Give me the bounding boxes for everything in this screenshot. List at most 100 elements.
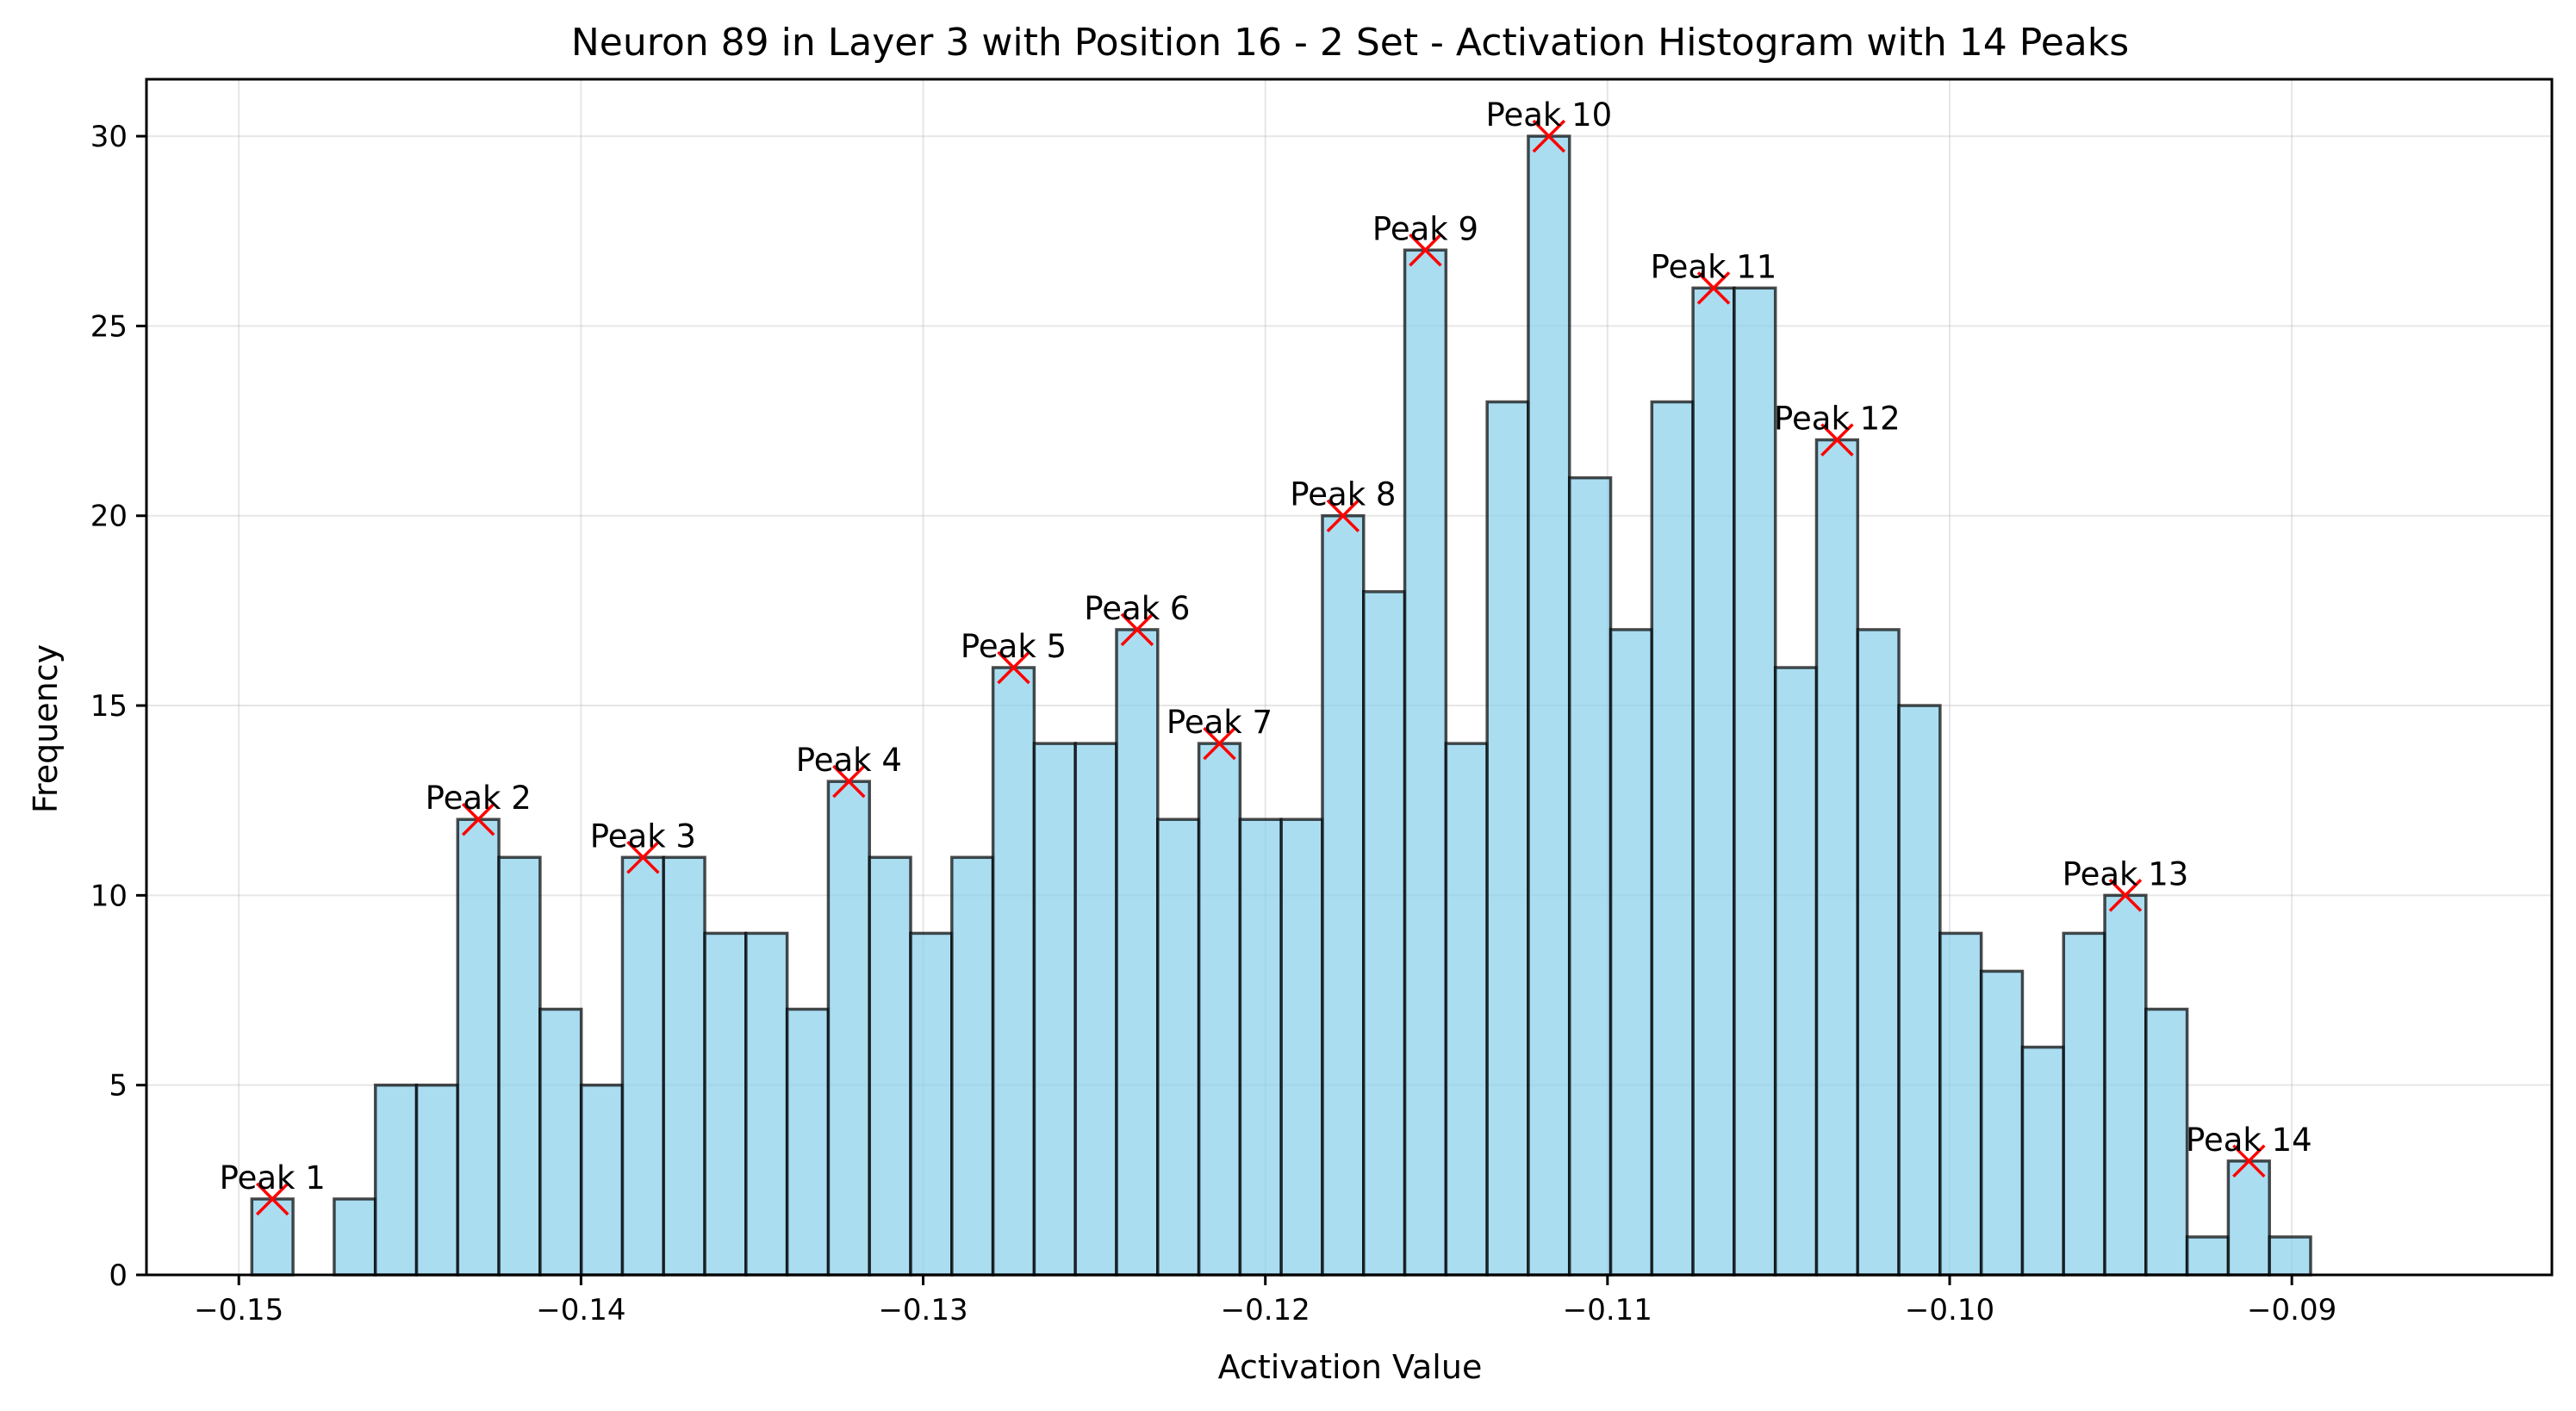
histogram-bar (1773, 666, 1819, 1277)
histogram-bar (373, 1083, 419, 1277)
histogram-bar (2144, 1007, 2189, 1277)
y-tick-label: 15 (90, 689, 128, 724)
histogram-bar (1608, 628, 1654, 1277)
histogram-bar (785, 1007, 831, 1277)
peak-marker (626, 841, 660, 874)
histogram-bar (1856, 628, 1901, 1277)
peak-label: Peak 11 (1651, 248, 1777, 285)
histogram-bar (1733, 286, 1777, 1277)
peak-label: Peak 7 (1167, 704, 1272, 741)
histogram-bar (703, 931, 748, 1277)
histogram-bar (250, 1197, 295, 1277)
y-tick-label: 5 (109, 1069, 128, 1103)
peak-marker (832, 764, 866, 799)
histogram-bar (662, 855, 706, 1277)
chart-title: Neuron 89 in Layer 3 with Position 16 - … (571, 21, 2129, 65)
histogram-bar (1485, 400, 1530, 1277)
peak-marker (255, 1182, 289, 1216)
peak-label: Peak 4 (796, 742, 902, 779)
histogram-bar (1403, 248, 1448, 1277)
peak-label: Peak 14 (2186, 1122, 2312, 1159)
plot-frame (145, 78, 2554, 1277)
histogram-bar (1527, 134, 1571, 1277)
histogram-bar (333, 1197, 377, 1277)
peak-marker (2232, 1144, 2266, 1178)
peak-annotations: Peak 1 Peak 2 Peak 3 Peak 4 Peak 5 Peak 6 Peak… (220, 96, 2312, 1216)
peak-label: Peak 13 (2063, 855, 2189, 892)
y-axis-label: Frequency (27, 644, 65, 813)
x-tick-label: −0.15 (194, 1293, 283, 1327)
peak-marker (1203, 726, 1236, 761)
histogram-bar (1691, 286, 1736, 1277)
x-tick-label: −0.11 (1563, 1293, 1652, 1327)
histogram-bar (538, 1007, 583, 1277)
x-axis-label: Activation Value (1218, 1348, 1483, 1386)
peak-marker (1120, 612, 1154, 647)
peak-marker (1532, 119, 1566, 153)
histogram-bar (1032, 742, 1077, 1277)
peak-marker (997, 650, 1030, 685)
peak-label: Peak 5 (961, 628, 1067, 665)
histogram-bar (1238, 817, 1283, 1277)
histogram-bar (414, 1083, 460, 1277)
histogram-bar (1156, 817, 1201, 1277)
x-tick-label: −0.12 (1221, 1293, 1310, 1327)
histogram-bar (868, 855, 912, 1277)
histogram-bar (2020, 1045, 2065, 1277)
x-axis-ticks: −0.15 −0.14 −0.13 −0.12 −0.11 −0.10 −0.09 (194, 1275, 2336, 1327)
grid-lines (146, 79, 2552, 1276)
histogram-bar (1321, 513, 1366, 1277)
histogram-bar (1362, 590, 1407, 1277)
histogram-bar (620, 855, 666, 1277)
histogram-bar (1073, 742, 1118, 1277)
histogram-bars (250, 134, 2312, 1277)
peak-marker (461, 803, 495, 836)
histogram-bar (2268, 1235, 2312, 1277)
histogram-bar (2226, 1159, 2271, 1277)
histogram-bar (2103, 893, 2148, 1277)
histogram-bar (456, 817, 501, 1277)
x-tick-label: −0.10 (1905, 1293, 1994, 1327)
peak-marker (2108, 879, 2143, 912)
peak-label: Peak 10 (1485, 96, 1612, 134)
peak-marker (1696, 271, 1731, 305)
peak-label: Peak 12 (1774, 401, 1901, 438)
histogram-bar (1650, 400, 1695, 1277)
y-tick-label: 0 (109, 1259, 128, 1293)
histogram-bar (579, 1083, 625, 1277)
peak-label: Peak 2 (426, 780, 532, 817)
peak-label: Peak 1 (220, 1159, 326, 1197)
peak-marker (1409, 233, 1442, 267)
histogram-bar (2185, 1235, 2231, 1277)
y-tick-label: 10 (90, 879, 128, 913)
histogram-bar (826, 780, 871, 1277)
y-axis-ticks: 0 5 10 15 20 25 30 (90, 120, 146, 1293)
histogram-bar (2062, 931, 2106, 1277)
histogram-bar (1979, 969, 2025, 1277)
y-tick-label: 25 (90, 309, 128, 344)
histogram-bar (991, 666, 1036, 1277)
histogram-bar (1115, 628, 1160, 1277)
peak-label: Peak 9 (1372, 210, 1478, 247)
peak-label: Peak 3 (590, 817, 696, 855)
histogram-bar (744, 931, 789, 1277)
peak-marker (1326, 499, 1360, 532)
histogram-bar (1279, 817, 1324, 1277)
x-tick-label: −0.09 (2247, 1293, 2336, 1327)
x-tick-label: −0.14 (536, 1293, 625, 1327)
y-tick-label: 30 (90, 120, 128, 154)
histogram-bar (1897, 704, 1942, 1277)
peak-label: Peak 6 (1084, 590, 1190, 627)
histogram-bar (1197, 742, 1242, 1277)
peak-label: Peak 8 (1290, 476, 1396, 513)
histogram-bar (1814, 438, 1860, 1277)
histogram-bar (950, 855, 995, 1277)
y-tick-label: 20 (90, 500, 128, 534)
peak-marker (1820, 423, 1854, 457)
histogram-bar (1938, 931, 1983, 1277)
histogram-bar (1567, 476, 1613, 1277)
x-tick-label: −0.13 (878, 1293, 968, 1327)
histogram-bar (909, 931, 954, 1277)
